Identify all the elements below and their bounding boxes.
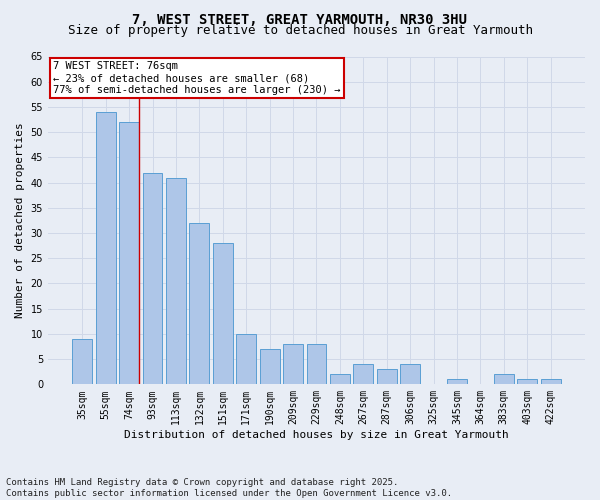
Text: 7, WEST STREET, GREAT YARMOUTH, NR30 3HU: 7, WEST STREET, GREAT YARMOUTH, NR30 3HU: [133, 12, 467, 26]
Text: Contains HM Land Registry data © Crown copyright and database right 2025.
Contai: Contains HM Land Registry data © Crown c…: [6, 478, 452, 498]
Bar: [166, 178, 186, 384]
Bar: [494, 374, 514, 384]
Bar: [353, 364, 373, 384]
Bar: [73, 339, 92, 384]
Bar: [377, 369, 397, 384]
Bar: [541, 380, 560, 384]
Bar: [330, 374, 350, 384]
Bar: [96, 112, 116, 384]
Bar: [283, 344, 303, 385]
Bar: [517, 380, 537, 384]
Text: 7 WEST STREET: 76sqm
← 23% of detached houses are smaller (68)
77% of semi-detac: 7 WEST STREET: 76sqm ← 23% of detached h…: [53, 62, 341, 94]
Bar: [236, 334, 256, 384]
Bar: [213, 243, 233, 384]
Bar: [447, 380, 467, 384]
Bar: [143, 172, 163, 384]
Bar: [400, 364, 420, 384]
Bar: [190, 223, 209, 384]
Bar: [260, 349, 280, 384]
Text: Size of property relative to detached houses in Great Yarmouth: Size of property relative to detached ho…: [67, 24, 533, 37]
Bar: [119, 122, 139, 384]
Y-axis label: Number of detached properties: Number of detached properties: [15, 122, 25, 318]
Bar: [307, 344, 326, 385]
X-axis label: Distribution of detached houses by size in Great Yarmouth: Distribution of detached houses by size …: [124, 430, 509, 440]
